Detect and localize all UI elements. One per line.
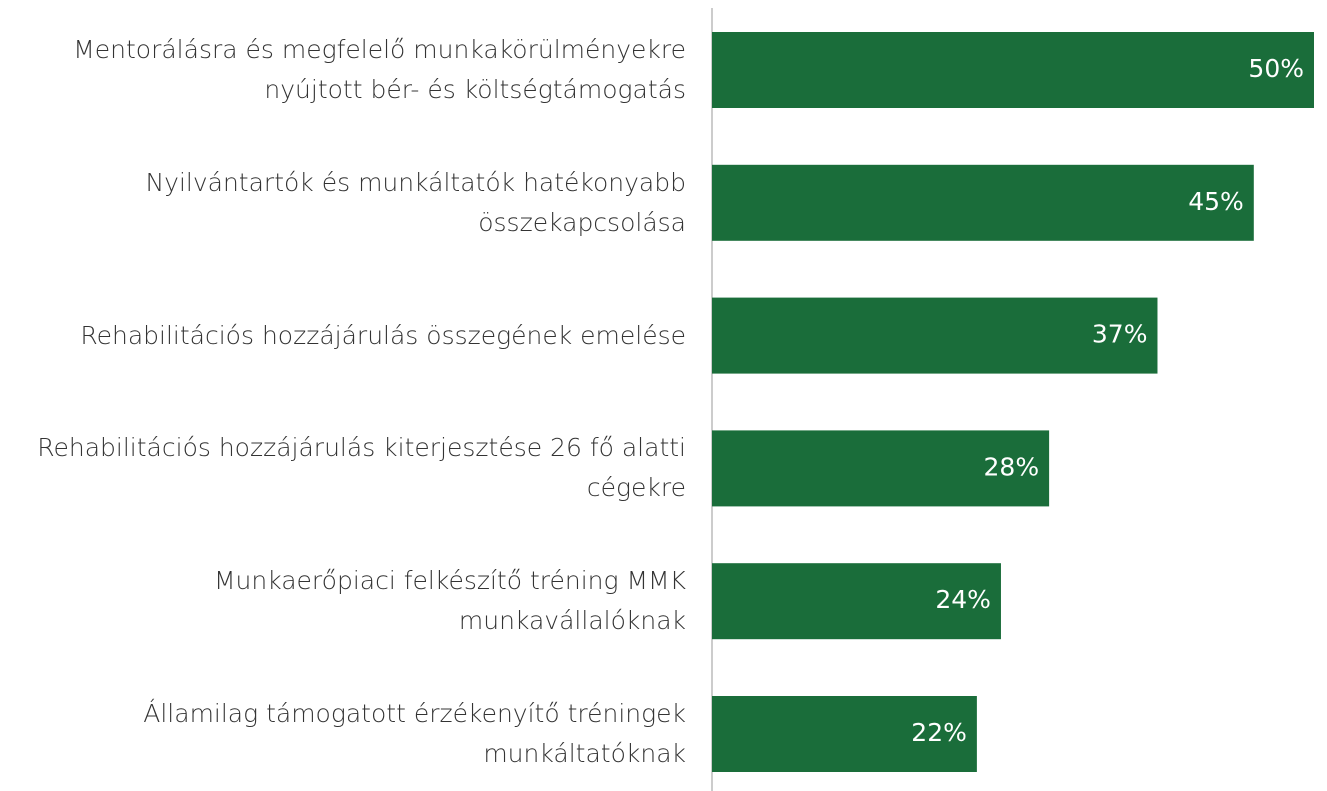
category-text: Rehabilitációs hozzájárulás kiterjesztés… bbox=[37, 433, 686, 503]
data-label: 37% bbox=[1092, 320, 1148, 349]
data-label: 24% bbox=[935, 585, 991, 614]
category-label: Rehabilitációs hozzájárulás összegének e… bbox=[0, 286, 686, 386]
category-label: Nyilvántartók és munkáltatók hatékonyabb… bbox=[0, 153, 686, 253]
bar bbox=[712, 32, 1314, 108]
category-text: Munkaerőpiaci felkészítő tréning MMK mun… bbox=[213, 566, 686, 636]
category-label: Államilag támogatott érzékenyítő tréning… bbox=[0, 684, 686, 784]
bar bbox=[712, 164, 1254, 241]
bar bbox=[712, 430, 1050, 507]
data-label: 22% bbox=[911, 718, 967, 747]
category-label: Munkaerőpiaci felkészítő tréning MMK mun… bbox=[0, 551, 686, 651]
category-text: Mentorálásra és megfelelő munkakörülmény… bbox=[73, 35, 686, 104]
data-label: 28% bbox=[984, 452, 1040, 481]
category-text: Államilag támogatott érzékenyítő tréning… bbox=[143, 699, 686, 768]
bar bbox=[712, 696, 977, 772]
category-text: Rehabilitációs hozzájárulás összegének e… bbox=[80, 320, 686, 350]
data-label: 45% bbox=[1188, 187, 1244, 216]
category-label: Rehabilitációs hozzájárulás kiterjesztés… bbox=[0, 418, 686, 518]
category-text: Nyilvántartók és munkáltatók hatékonyabb… bbox=[145, 167, 686, 237]
bar bbox=[712, 563, 1001, 640]
bar bbox=[712, 297, 1158, 374]
data-label: 50% bbox=[1248, 54, 1304, 83]
category-label: Mentorálásra és megfelelő munkakörülmény… bbox=[0, 20, 686, 120]
